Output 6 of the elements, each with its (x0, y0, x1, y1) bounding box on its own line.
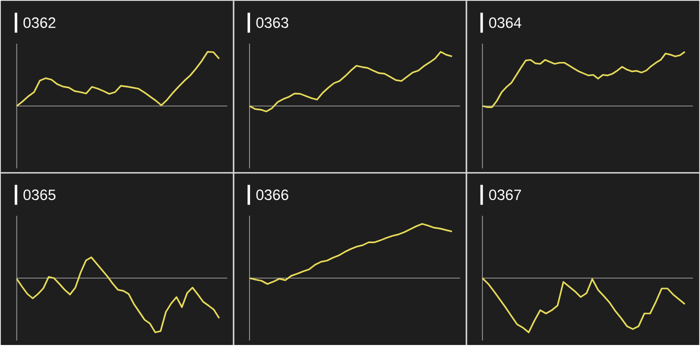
chart-title: 0362 (23, 18, 56, 28)
chart-title: 0363 (256, 18, 288, 28)
chart-title: 0366 (256, 190, 288, 200)
chart-title: 0367 (489, 190, 521, 200)
chart-title: 0364 (489, 18, 522, 28)
chart-title: 0365 (23, 190, 56, 200)
